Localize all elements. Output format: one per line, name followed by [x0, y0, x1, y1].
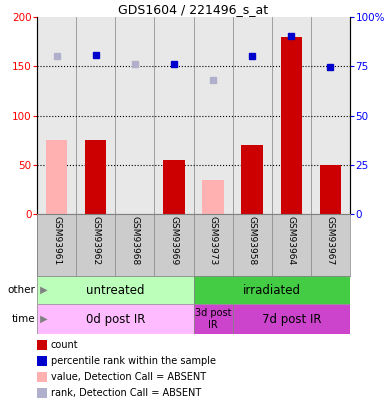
Text: GSM93968: GSM93968	[130, 216, 139, 265]
Text: GSM93958: GSM93958	[248, 216, 257, 265]
Bar	[37, 304, 194, 334]
Text: other: other	[7, 285, 35, 295]
Bar	[37, 276, 194, 304]
Bar	[46, 140, 67, 214]
Bar	[194, 276, 350, 304]
Text: GSM93973: GSM93973	[209, 216, 218, 265]
Bar	[233, 304, 350, 334]
Text: count: count	[51, 340, 79, 350]
Text: value, Detection Call = ABSENT: value, Detection Call = ABSENT	[51, 372, 206, 382]
Bar	[281, 37, 302, 214]
Text: 7d post IR: 7d post IR	[261, 313, 321, 326]
Bar	[241, 145, 263, 214]
Text: GSM93961: GSM93961	[52, 216, 61, 265]
Text: ▶: ▶	[37, 314, 47, 324]
Text: GSM93964: GSM93964	[287, 216, 296, 265]
Bar	[85, 140, 106, 214]
Text: 3d post
IR: 3d post IR	[195, 308, 231, 330]
Bar	[163, 160, 185, 214]
Text: GSM93967: GSM93967	[326, 216, 335, 265]
Bar	[320, 165, 341, 214]
Text: GSM93969: GSM93969	[169, 216, 178, 265]
Text: 0d post IR: 0d post IR	[85, 313, 145, 326]
Title: GDS1604 / 221496_s_at: GDS1604 / 221496_s_at	[119, 3, 269, 16]
Text: percentile rank within the sample: percentile rank within the sample	[51, 356, 216, 366]
Text: irradiated: irradiated	[243, 284, 301, 296]
Text: ▶: ▶	[37, 285, 47, 295]
Bar	[202, 179, 224, 214]
Text: time: time	[12, 314, 35, 324]
Text: GSM93962: GSM93962	[91, 216, 100, 265]
Text: rank, Detection Call = ABSENT: rank, Detection Call = ABSENT	[51, 388, 201, 398]
Bar	[194, 304, 233, 334]
Text: untreated: untreated	[86, 284, 144, 296]
